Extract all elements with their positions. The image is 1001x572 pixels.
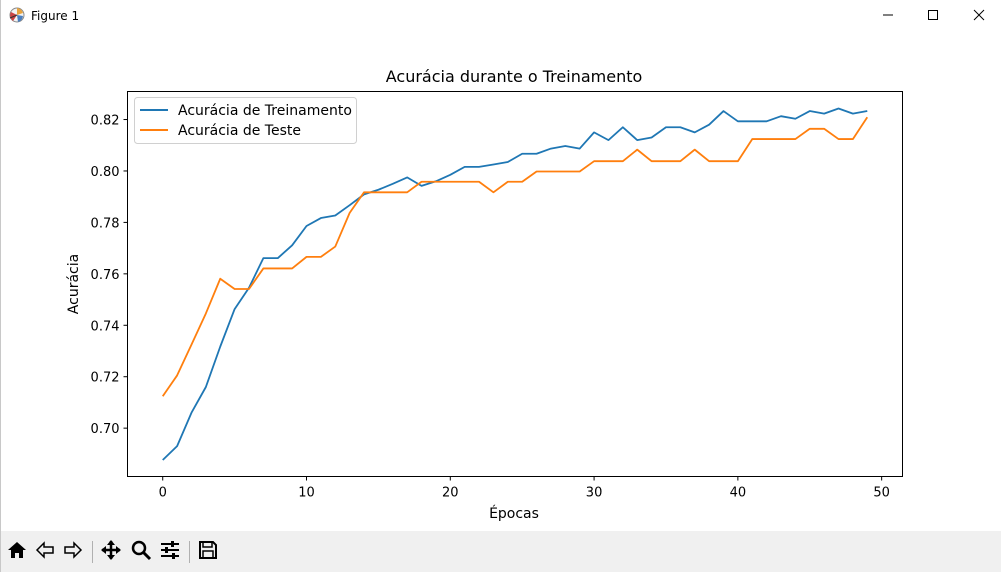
home-icon [6,539,28,565]
y-tick-label: 0.78 [91,216,120,231]
x-tick-label: 40 [730,486,747,501]
navigation-toolbar [1,531,1001,572]
toolbar-separator [189,541,190,563]
zoom-button[interactable] [129,540,153,564]
test-accuracy-line [161,116,869,397]
minimize-button[interactable] [865,0,911,31]
legend: Acurácia de Treinamento Acurácia de Test… [134,97,357,144]
x-tick-label: 30 [586,486,603,501]
back-button[interactable] [33,540,57,564]
x-tick-label: 20 [442,486,459,501]
configure-subplots-icon [159,539,181,565]
forward-button[interactable] [61,540,85,564]
close-button[interactable] [956,0,1001,31]
legend-label-test: Acurácia de Teste [178,123,301,139]
x-tick-label: 0 [159,486,167,501]
x-tick-label: 10 [298,486,315,501]
x-tick-label: 50 [873,486,890,501]
y-tick-label: 0.70 [91,422,120,437]
back-icon [34,539,56,565]
pan-button[interactable] [99,540,123,564]
minimize-icon [882,6,894,25]
maximize-icon [927,6,939,25]
save-button[interactable] [196,540,220,564]
y-tick-label: 0.80 [91,165,120,180]
matplotlib-icon [9,7,25,23]
zoom-icon [130,539,152,565]
y-tick-label: 0.76 [91,268,120,283]
legend-box [134,97,357,144]
chart-title: Acurácia durante o Treinamento [386,67,643,86]
title-bar[interactable]: Figure 1 [1,0,1001,31]
forward-icon [62,539,84,565]
configure-subplots-button[interactable] [158,540,182,564]
axes-frame [127,91,903,477]
maximize-button[interactable] [910,0,956,31]
accuracy-chart: Acurácia durante o Treinamento 0.70 0.72 0… [66,67,903,522]
window-title: Figure 1 [31,9,80,23]
pan-icon [100,539,122,565]
y-tick-label: 0.82 [91,114,120,129]
plot-area: Acurácia durante o Treinamento 0.70 0.72 0… [1,31,1001,531]
close-icon [973,6,985,25]
y-tick-label: 0.74 [91,319,120,334]
y-tick-label: 0.72 [91,371,120,386]
legend-label-train: Acurácia de Treinamento [178,103,352,119]
x-axis-label: Épocas [489,505,539,522]
home-button[interactable] [5,540,29,564]
save-icon [197,539,219,565]
y-axis-label: Acurácia [66,254,82,314]
train-accuracy-line [162,107,868,461]
toolbar-separator [92,541,93,563]
